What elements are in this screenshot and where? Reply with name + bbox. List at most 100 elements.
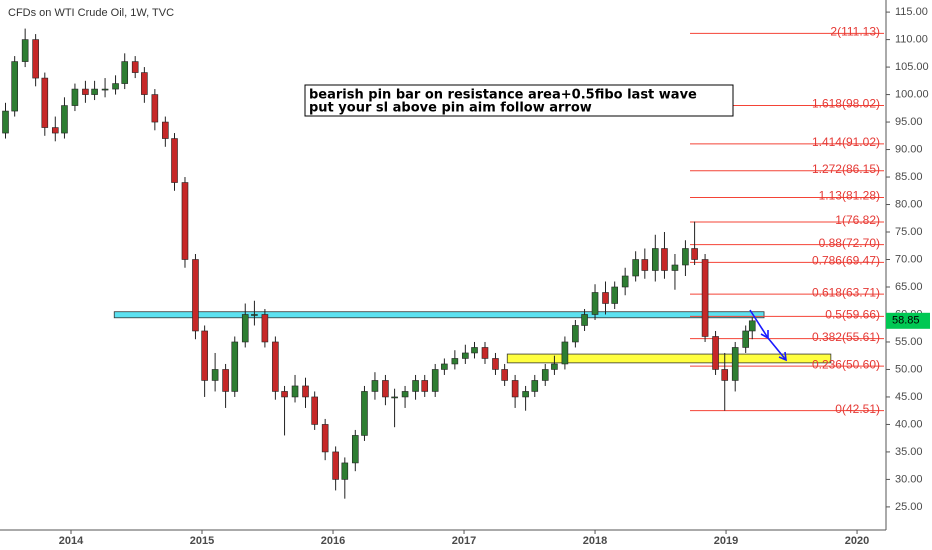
candle-body xyxy=(471,347,478,354)
candle-body xyxy=(171,138,178,183)
fib-label: 0(42.51) xyxy=(835,402,880,416)
y-tick-label: 95.00 xyxy=(895,116,923,128)
candle-body xyxy=(531,380,539,392)
candle-body xyxy=(391,396,398,399)
candle-body xyxy=(611,286,618,304)
candle-body xyxy=(162,121,169,139)
arrow-head xyxy=(778,351,787,362)
y-tick-label: 85.00 xyxy=(895,171,923,183)
candle-body xyxy=(131,61,139,73)
candle-body xyxy=(551,363,558,370)
x-tick-label: 2014 xyxy=(59,535,84,547)
y-tick-label: 100.00 xyxy=(895,88,929,100)
candle-body xyxy=(51,127,59,134)
fib-label: 2(111.13) xyxy=(830,25,880,39)
x-tick-label: 2020 xyxy=(845,535,869,547)
fib-label: 1.13(81.28) xyxy=(819,189,880,203)
candles xyxy=(2,28,756,499)
candle-body xyxy=(641,259,649,271)
zone xyxy=(506,353,832,364)
candle-body xyxy=(321,424,329,453)
y-tick-label: 105.00 xyxy=(895,61,929,73)
candle-body xyxy=(141,72,148,95)
y-tick-label: 35.00 xyxy=(895,446,923,458)
candle-body xyxy=(591,292,599,315)
candle-body xyxy=(632,259,639,277)
candle-body xyxy=(181,182,189,260)
candle-body xyxy=(201,330,208,381)
y-tick-label: 30.00 xyxy=(895,473,923,485)
candle-body xyxy=(661,248,668,271)
zone xyxy=(113,311,765,319)
candle-body xyxy=(82,88,89,95)
fib-label: 0.382(55.61) xyxy=(812,330,880,344)
candle-body xyxy=(291,385,299,398)
fib-label: 0.786(69.47) xyxy=(812,254,880,268)
candle-body xyxy=(682,248,689,266)
candle-body xyxy=(101,88,109,91)
y-tick-label: 25.00 xyxy=(895,501,923,513)
candle-body xyxy=(112,83,119,90)
candle-body xyxy=(151,94,159,123)
candle-body xyxy=(11,61,18,112)
fib-levels: 2(111.13) 1.618(98.02) 1.414(91.02) 1.272(8… xyxy=(690,25,884,416)
candle-body xyxy=(272,341,279,392)
chart-title: CFDs on WTI Crude Oil, 1W, TVC xyxy=(8,7,174,19)
y-tick-label: 55.00 xyxy=(895,336,923,348)
y-tick-label: 50.00 xyxy=(895,363,923,375)
x-tick-label: 2019 xyxy=(714,535,738,547)
candle-body xyxy=(421,380,429,392)
candle-body xyxy=(522,391,529,398)
candle-body xyxy=(581,314,588,326)
fib-label: 0.88(72.70) xyxy=(819,236,880,250)
candle-body xyxy=(412,380,419,392)
candle-body xyxy=(602,292,609,304)
candle-body xyxy=(71,88,79,106)
candle-body xyxy=(61,105,68,134)
x-tick-label: 2018 xyxy=(583,535,607,547)
candle-body xyxy=(281,391,288,398)
candle-body xyxy=(651,248,659,271)
candle-body xyxy=(501,369,508,381)
candle-body xyxy=(231,341,239,392)
fib-label: 1.414(91.02) xyxy=(812,135,880,149)
candle-body xyxy=(401,391,409,398)
x-tick-label: 2017 xyxy=(452,535,476,547)
candle-body xyxy=(222,369,229,392)
last-price-label: 58.85 xyxy=(892,315,920,327)
candle-body xyxy=(211,369,219,381)
candle-body xyxy=(91,88,98,95)
x-tick-label: 2015 xyxy=(190,535,214,547)
candle-body xyxy=(192,259,199,332)
x-tick-label: 2016 xyxy=(321,535,345,547)
candle-body xyxy=(691,248,698,260)
candle-body xyxy=(32,39,39,79)
candle-body xyxy=(371,380,379,392)
candle-body xyxy=(382,380,389,398)
fib-label: 1.618(98.02) xyxy=(812,97,880,111)
candle-body xyxy=(311,396,318,425)
candle-body xyxy=(561,341,569,365)
y-tick-label: 115.00 xyxy=(895,6,928,18)
candle-body xyxy=(462,352,469,359)
candle-body xyxy=(721,369,729,381)
candle-body xyxy=(302,385,309,398)
candle-body xyxy=(41,77,49,128)
zones xyxy=(113,311,832,364)
y-tick-label: 90.00 xyxy=(895,143,923,155)
candle-body xyxy=(492,358,499,370)
fib-label: 1.272(86.15) xyxy=(812,162,880,176)
candle-body xyxy=(431,369,439,392)
arrow-segment xyxy=(767,337,787,361)
candle-body xyxy=(121,61,129,84)
candle-body xyxy=(251,314,258,316)
candle-body xyxy=(671,264,679,271)
candle-body xyxy=(332,451,339,480)
annotation-line: put your sl above pin aim follow arrow xyxy=(309,101,592,116)
ticks: 115.00 110.00 105.00 100.00 95.00 90.00 85.00 8… xyxy=(59,6,929,547)
y-tick-label: 110.00 xyxy=(895,33,928,45)
candle-body xyxy=(701,259,709,337)
y-tick-label: 40.00 xyxy=(895,418,923,430)
